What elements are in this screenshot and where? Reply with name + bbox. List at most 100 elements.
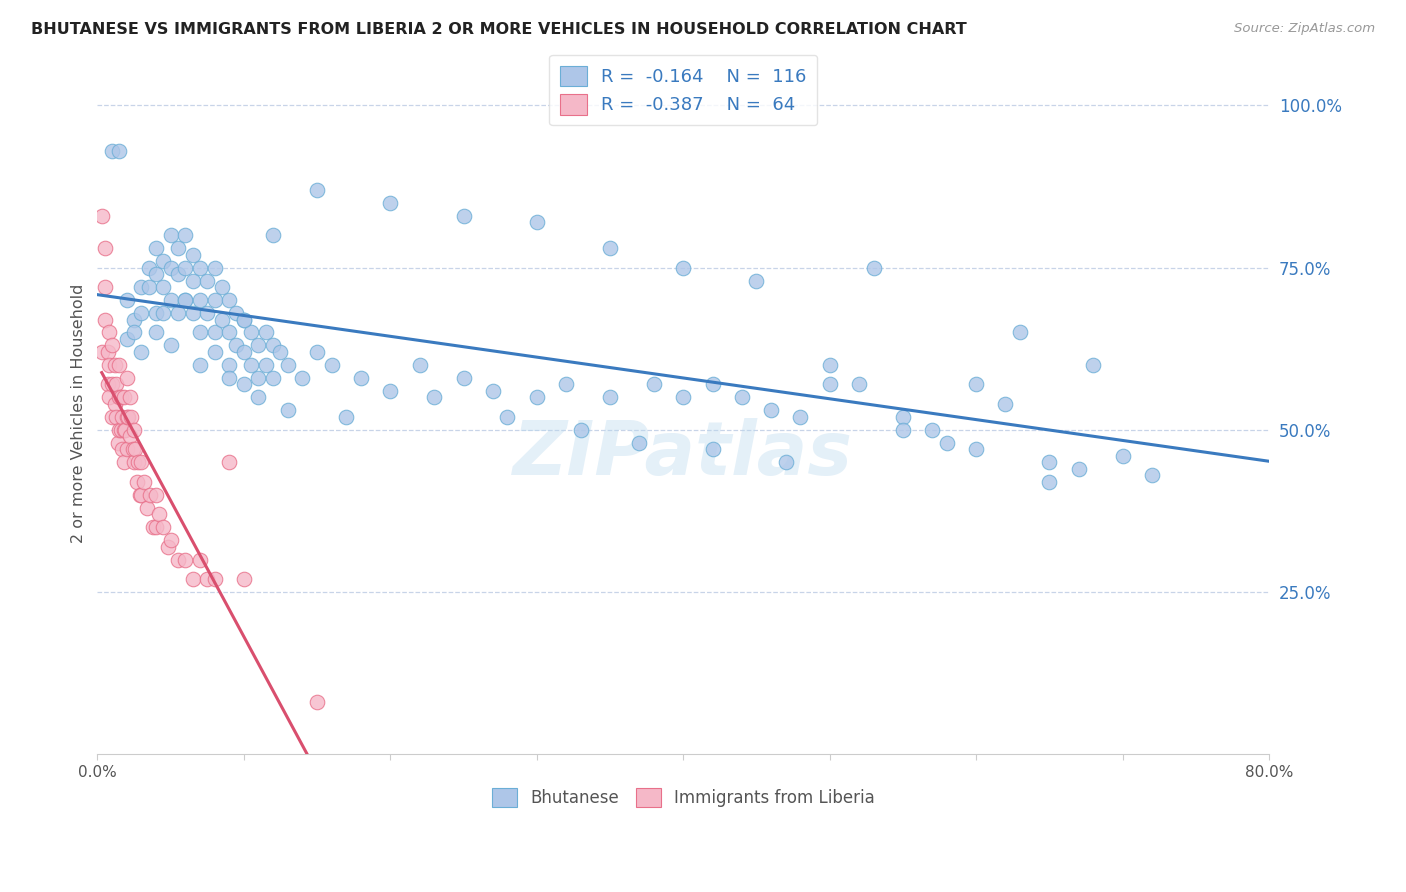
Point [120, 409, 142, 424]
Point [93, 241, 115, 255]
Point [335, 409, 357, 424]
Point [277, 358, 299, 372]
Point [555, 377, 578, 392]
Point [1038, 455, 1060, 469]
Point [891, 423, 914, 437]
Point [496, 409, 519, 424]
Point [98, 358, 121, 372]
Point [1038, 475, 1060, 489]
Point [101, 144, 124, 158]
Point [204, 326, 226, 340]
Point [232, 312, 254, 326]
Point [159, 260, 181, 275]
Point [111, 409, 134, 424]
Point [232, 345, 254, 359]
Point [262, 338, 284, 352]
Point [569, 423, 592, 437]
Point [122, 326, 145, 340]
Point [702, 442, 724, 457]
Point [114, 423, 136, 437]
Point [145, 267, 167, 281]
Point [204, 345, 226, 359]
Point [1010, 326, 1032, 340]
Point [112, 390, 135, 404]
Point [181, 247, 204, 261]
Point [423, 390, 446, 404]
Point [93, 280, 115, 294]
Point [232, 312, 254, 326]
Point [818, 377, 841, 392]
Point [702, 377, 724, 392]
Point [104, 358, 127, 372]
Point [1067, 461, 1090, 475]
Point [453, 209, 475, 223]
Point [101, 338, 124, 352]
Point [188, 326, 211, 340]
Point [152, 520, 174, 534]
Point [225, 306, 247, 320]
Point [181, 306, 204, 320]
Point [965, 442, 987, 457]
Point [408, 358, 430, 372]
Point [1111, 449, 1133, 463]
Point [254, 358, 277, 372]
Point [108, 144, 131, 158]
Point [138, 260, 160, 275]
Point [115, 442, 138, 457]
Point [321, 358, 343, 372]
Point [1140, 468, 1163, 483]
Point [142, 520, 165, 534]
Point [731, 390, 754, 404]
Point [453, 371, 475, 385]
Point [174, 552, 197, 566]
Point [105, 377, 128, 392]
Point [526, 390, 548, 404]
Point [240, 326, 263, 340]
Point [93, 312, 115, 326]
Point [232, 572, 254, 586]
Point [305, 183, 328, 197]
Point [174, 260, 197, 275]
Point [110, 390, 132, 404]
Point [195, 306, 218, 320]
Legend: Bhutanese, Immigrants from Liberia: Bhutanese, Immigrants from Liberia [485, 781, 882, 814]
Point [139, 488, 162, 502]
Point [247, 338, 270, 352]
Point [129, 306, 152, 320]
Point [262, 371, 284, 385]
Point [129, 488, 152, 502]
Point [90, 209, 112, 223]
Point [994, 397, 1017, 411]
Point [174, 228, 197, 243]
Point [380, 384, 402, 398]
Point [108, 390, 131, 404]
Text: ZIPatlas: ZIPatlas [513, 418, 853, 491]
Point [108, 423, 131, 437]
Point [240, 358, 263, 372]
Point [136, 500, 159, 515]
Point [111, 442, 134, 457]
Point [122, 423, 145, 437]
Point [152, 254, 174, 268]
Point [218, 358, 240, 372]
Point [818, 358, 841, 372]
Point [121, 442, 143, 457]
Point [291, 371, 314, 385]
Point [848, 377, 870, 392]
Point [101, 409, 124, 424]
Point [112, 423, 135, 437]
Point [118, 429, 141, 443]
Point [152, 306, 174, 320]
Point [350, 371, 373, 385]
Point [145, 326, 167, 340]
Point [145, 488, 167, 502]
Point [526, 215, 548, 229]
Point [105, 409, 128, 424]
Point [181, 572, 204, 586]
Point [232, 377, 254, 392]
Point [101, 377, 124, 392]
Point [775, 455, 797, 469]
Point [745, 274, 768, 288]
Point [247, 390, 270, 404]
Point [174, 293, 197, 307]
